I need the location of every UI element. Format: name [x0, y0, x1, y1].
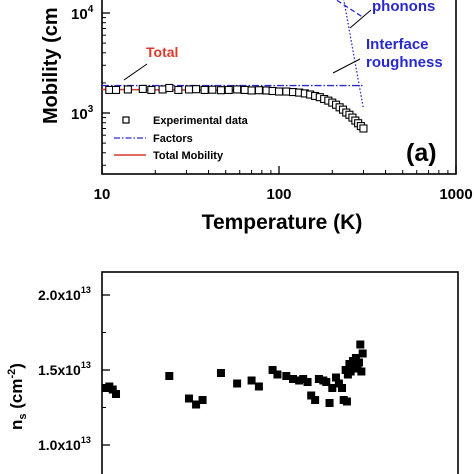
panel-b-ticks: 2.0x1013 1.5x1013 1.0x1013 [38, 285, 110, 453]
experimental-data-point [254, 86, 263, 95]
density-data-point [342, 397, 351, 406]
panel-a-y-axis-label: Mobility (cm [40, 7, 62, 124]
density-data-point [357, 367, 366, 376]
experimental-data-point [247, 86, 256, 95]
density-data-point [358, 349, 367, 358]
density-data-point [346, 367, 355, 376]
density-data-point [341, 366, 350, 374]
panel-a-marks [101, 0, 368, 133]
experimental-data-point [208, 85, 217, 94]
annotation-total-arrow [123, 63, 148, 81]
density-data-point [282, 372, 291, 380]
density-data-point [295, 376, 304, 385]
density-data-point [268, 366, 277, 374]
density-data-point [307, 391, 316, 400]
experimental-data-point [274, 87, 284, 96]
experimental-data-point [123, 85, 132, 94]
x-tick-label: 100 [266, 186, 291, 203]
density-data-point [198, 396, 207, 404]
density-data-point [351, 354, 360, 362]
density-data-point [328, 384, 337, 392]
annotation-interface: Interface [366, 36, 429, 53]
y-label-units: (cm [7, 379, 26, 409]
density-data-point [322, 378, 331, 386]
experimental-data-point [138, 84, 147, 93]
density-data-point [254, 382, 263, 391]
panel-a-ticks: 10 100 1000 103 104 [71, 4, 473, 203]
experimental-data-point [224, 85, 233, 95]
annotation-total: Total [146, 44, 178, 60]
legend-label-total-mobility: Total Mobility [153, 150, 224, 162]
y-tick-label: 2.0x1013 [38, 285, 91, 303]
density-data-point [299, 375, 308, 383]
experimental-data-point [359, 124, 368, 133]
experimental-data-point [184, 85, 194, 94]
panel-a-x-axis-label: Temperature (K) [202, 211, 363, 234]
panel-a-legend: Experimental data Factors Total Mobility [114, 115, 249, 162]
legend-marker-open-square [122, 116, 130, 124]
experimental-data-point [147, 85, 156, 95]
density-data-point [356, 340, 365, 349]
x-tick-label: 1000 [439, 186, 472, 203]
density-data-point [311, 396, 320, 404]
experimental-data-point [158, 85, 167, 94]
density-data-point [112, 390, 121, 398]
panel-b-density-chart: 2.0x1013 1.5x1013 1.0x1013 ns (cm-2) [6, 271, 459, 474]
experimental-data-point [174, 85, 183, 95]
density-data-point [289, 375, 298, 383]
annotation-roughness-arrow [332, 58, 361, 74]
density-data-point [332, 373, 341, 382]
density-data-point [303, 378, 312, 386]
annotation-phonons: phonons [372, 0, 435, 15]
y-tick-label: 1.5x1013 [38, 360, 91, 378]
y-tick-label: 103 [71, 104, 94, 123]
annotation-roughness: roughness [366, 54, 443, 71]
experimental-data-point [165, 83, 174, 93]
experimental-data-point [282, 87, 291, 96]
y-label-base: n [7, 420, 26, 430]
experimental-data-point [233, 85, 242, 94]
experimental-data-point [192, 85, 201, 94]
panel-b-plot-frame [101, 271, 459, 474]
density-data-point [354, 358, 363, 367]
density-data-point [338, 384, 347, 392]
y-label-superscript: -2 [6, 369, 18, 379]
density-data-point [165, 372, 174, 380]
experimental-data-point [111, 85, 121, 95]
x-tick-label: 10 [94, 186, 111, 203]
panel-b-marks [101, 340, 367, 409]
density-data-point [314, 375, 323, 383]
y-label-subscript: s [17, 413, 29, 419]
svg-text:ns (cm-2): ns (cm-2) [6, 363, 29, 430]
annotation-phonons-arrow [349, 9, 372, 29]
density-data-point [108, 385, 117, 394]
legend-label-experimental: Experimental data [153, 115, 249, 127]
panel-a-tag: (a) [406, 139, 437, 167]
density-data-point [184, 394, 193, 403]
panel-a-mobility-chart: 10 100 1000 103 104 Temperature (K) Mobility… [40, 0, 473, 234]
experimental-data-point [240, 85, 249, 95]
y-label-close: ) [7, 363, 26, 369]
experimental-data-point [200, 85, 209, 95]
density-data-point [273, 370, 282, 379]
y-tick-label: 104 [71, 4, 94, 23]
factor-curve-2 [335, 0, 364, 19]
legend-label-factors: Factors [153, 133, 193, 145]
density-data-point [334, 379, 343, 388]
y-tick-label: 1.0x1013 [38, 435, 91, 453]
density-data-point [325, 399, 334, 407]
experimental-data-point [105, 85, 114, 95]
panel-b-y-axis-label: ns (cm-2) [6, 363, 29, 430]
experimental-data-point [216, 86, 226, 95]
density-data-point [192, 400, 201, 409]
density-data-point [216, 369, 225, 377]
density-data-point [233, 379, 242, 388]
density-data-point [247, 376, 256, 385]
